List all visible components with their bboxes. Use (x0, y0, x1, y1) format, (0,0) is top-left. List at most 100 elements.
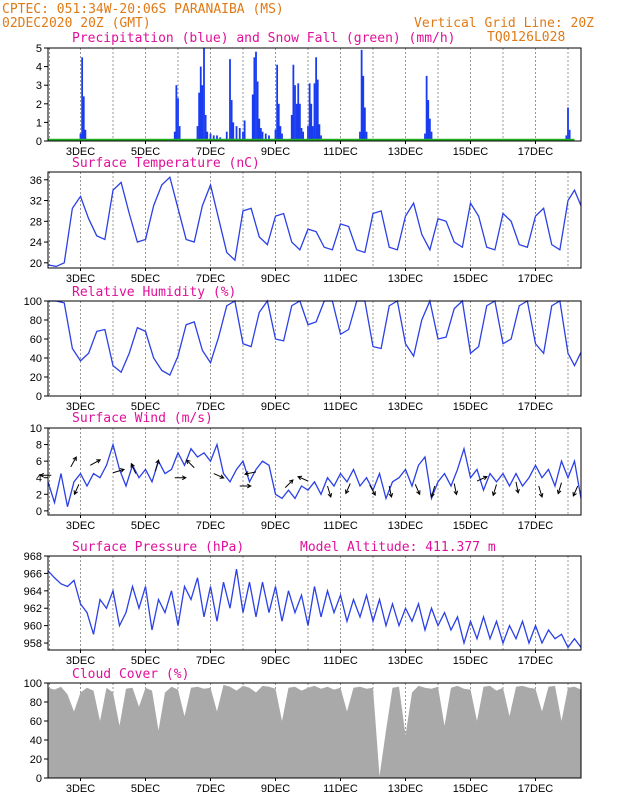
y-tick-label: 100 (24, 296, 42, 308)
precip-bar (294, 85, 296, 141)
y-tick-label: 968 (24, 551, 42, 563)
y-tick-label: 60 (30, 334, 42, 346)
x-tick-label: 11DEC (323, 655, 358, 667)
precip-bar (230, 100, 233, 141)
humidity-title: Relative Humidity (%) (72, 285, 236, 300)
plot-frame (47, 555, 582, 651)
wind-arrow (239, 483, 252, 489)
wind-arrow (388, 485, 394, 499)
x-tick-label: 11DEC (323, 273, 358, 285)
x-tick-label: 5DEC (131, 273, 160, 285)
precip-bar (203, 48, 205, 141)
x-tick-label: 9DEC (261, 520, 290, 532)
model-altitude: Model Altitude: 411.377 m (300, 540, 496, 555)
wind-arrow (243, 471, 257, 476)
precip-bar (425, 75, 428, 141)
x-tick-label: 7DEC (196, 273, 225, 285)
precip-bar (177, 98, 179, 141)
y-tick-label: 32 (30, 196, 42, 208)
precip-bar (251, 94, 254, 141)
wind-arrow (572, 485, 579, 497)
y-tick-label: 36 (30, 175, 42, 187)
y-tick-label: 2 (36, 99, 42, 111)
precip-bar (242, 131, 244, 141)
x-tick-label: 13DEC (388, 520, 424, 532)
wind-arrow (73, 484, 80, 496)
precip-bar (295, 103, 298, 141)
precip-bar (204, 114, 207, 141)
precip-bar (276, 64, 279, 141)
wind-arrow (515, 481, 520, 494)
precip-bar (565, 135, 568, 141)
wind-arrow (476, 475, 488, 482)
x-tick-label: 3DEC (66, 401, 95, 413)
x-tick-label: 9DEC (261, 146, 290, 158)
y-tick-label: 966 (24, 568, 42, 580)
temperature-panel: 20 24 28 32 36 3DEC 5DEC 7DEC 9DEC 11DEC 13DEC 15DE… (30, 156, 582, 285)
x-tick-label: 17DEC (518, 146, 554, 158)
x-tick-label: 5DEC (131, 520, 160, 532)
precip-bar (212, 135, 215, 141)
precip-bar (311, 126, 314, 141)
wind-arrow (213, 473, 225, 479)
plot-frame (47, 427, 582, 516)
precip-bar (292, 64, 295, 141)
precip-bar (290, 114, 293, 141)
x-tick-label: 15DEC (453, 655, 489, 667)
y-tick-label: 4 (36, 62, 42, 74)
precip-bar (300, 127, 303, 141)
precip-bar (318, 124, 321, 141)
precip-bar (173, 131, 176, 141)
x-tick-label: 17DEC (518, 783, 554, 795)
precip-bar (310, 103, 313, 141)
precip-bar (313, 83, 316, 141)
precip-bar (235, 126, 238, 141)
precip-bar (178, 126, 181, 141)
precipitation-panel: 0 1 2 3 4 5 3DEC 5DEC 7DEC 9DEC 11DEC 13DEC 15DEC 17D… (36, 31, 582, 158)
y-tick-label: 40 (30, 735, 42, 747)
wind-arrow (369, 484, 376, 496)
x-tick-label: 5DEC (131, 655, 160, 667)
x-tick-label: 17DEC (518, 520, 554, 532)
precip-bar (238, 127, 241, 141)
plot-frame (47, 682, 582, 779)
x-tick-label: 13DEC (388, 273, 424, 285)
wind-line (47, 442, 582, 507)
x-tick-label: 5DEC (131, 146, 160, 158)
wind-arrow (284, 479, 294, 489)
y-tick-label: 0 (36, 391, 42, 403)
precip-bar (198, 92, 201, 141)
wind-title: Surface Wind (m/s) (72, 411, 213, 426)
cloud-cover-area (48, 684, 581, 778)
wind-arrow (430, 485, 436, 498)
x-tick-label: 13DEC (388, 655, 424, 667)
x-tick-label: 3DEC (66, 273, 95, 285)
precip-bar (428, 118, 431, 141)
precip-bar (362, 75, 365, 141)
precip-bar (209, 133, 212, 141)
x-tick-label: 3DEC (66, 520, 95, 532)
wind-arrow (39, 472, 52, 478)
wind-panel: 0 2 4 6 8 10 3DEC 5DEC 7DEC 9DEC 11DEC 13DEC 15DEC 17… (30, 411, 582, 532)
x-tick-label: 15DEC (453, 273, 489, 285)
precip-bar (81, 57, 84, 141)
header-grid-note: Vertical Grid Line: 20Z (414, 16, 594, 31)
precip-bar (567, 107, 569, 141)
y-tick-label: 100 (24, 678, 42, 690)
precip-bar (297, 83, 300, 141)
wind-arrow (453, 483, 459, 496)
precip-bar (359, 131, 361, 141)
x-tick-label: 9DEC (261, 655, 290, 667)
x-tick-label: 7DEC (196, 401, 225, 413)
x-tick-label: 7DEC (196, 520, 225, 532)
x-tick-label: 3DEC (66, 655, 95, 667)
y-tick-label: 6 (36, 456, 42, 468)
humidity-panel: 0 20 40 60 80 100 3DEC 5DEC 7DEC 9DEC 11DEC 13DEC 15… (24, 285, 582, 413)
header-station: CPTEC: 051:34W-20:06S PARANAIBA (MS) (2, 2, 284, 17)
precip-bar (232, 122, 235, 141)
pressure-title: Surface Pressure (hPa) (72, 540, 244, 555)
precip-bar (258, 118, 261, 141)
y-tick-label: 20 (30, 754, 42, 766)
x-tick-label: 9DEC (261, 783, 290, 795)
precip-bar (315, 57, 318, 141)
